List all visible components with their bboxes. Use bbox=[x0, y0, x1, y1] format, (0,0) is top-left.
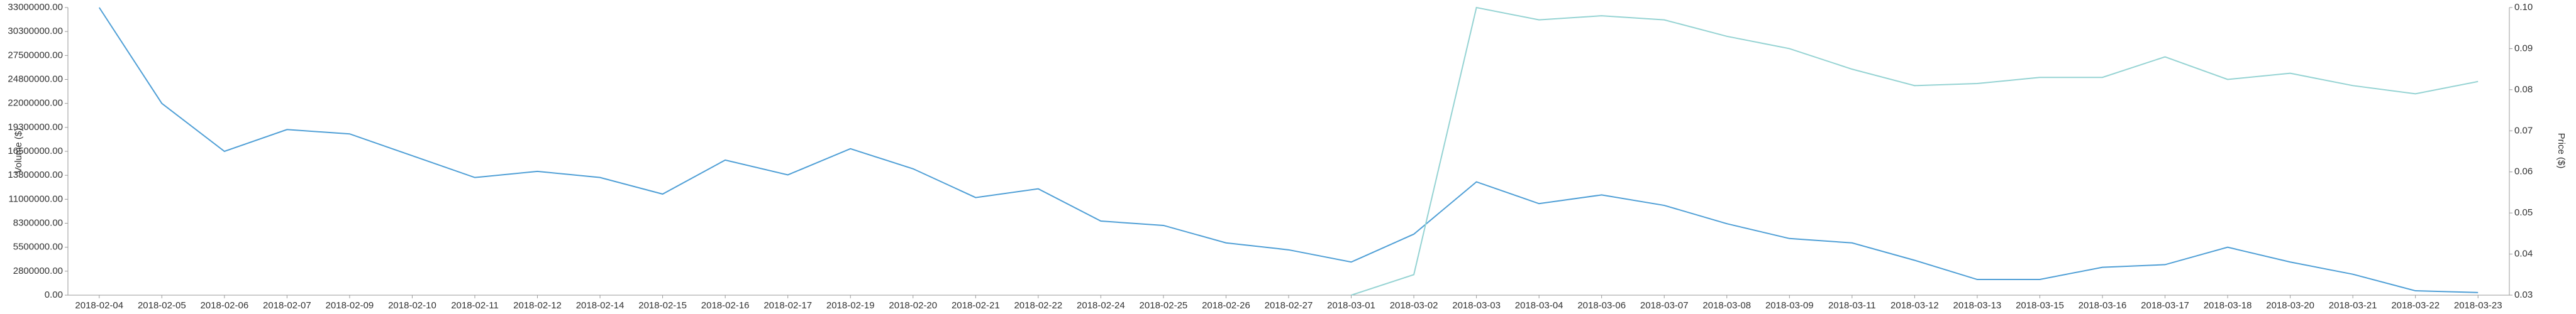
x-tick-label: 2018-02-12 bbox=[513, 300, 562, 311]
x-tick-label: 2018-03-20 bbox=[2266, 300, 2314, 311]
y2-tick-label: 0.09 bbox=[2514, 43, 2533, 53]
y-tick-label: 33000000.00 bbox=[8, 2, 63, 13]
x-tick-label: 2018-02-17 bbox=[763, 300, 812, 311]
y-tick-label: 13800000.00 bbox=[8, 170, 63, 180]
x-tick-label: 2018-03-09 bbox=[1765, 300, 1814, 311]
x-tick-label: 2018-02-25 bbox=[1140, 300, 1188, 311]
series-line bbox=[1351, 6, 2479, 296]
x-tick-label: 2018-03-02 bbox=[1390, 300, 1438, 311]
x-tick-label: 2018-02-06 bbox=[200, 300, 248, 311]
x-tick-label: 2018-03-07 bbox=[1640, 300, 1689, 311]
x-tick-label: 2018-03-08 bbox=[1702, 300, 1751, 311]
y-tick-label: 0.00 bbox=[45, 290, 63, 300]
x-tick-label: 2018-02-22 bbox=[1014, 300, 1062, 311]
x-tick-label: 2018-03-11 bbox=[1828, 300, 1876, 311]
x-tick-label: 2018-02-10 bbox=[388, 300, 436, 311]
y2-tick-label: 0.08 bbox=[2514, 84, 2533, 95]
x-tick-label: 2018-03-01 bbox=[1327, 300, 1375, 311]
y-tick-label: 24800000.00 bbox=[8, 73, 63, 84]
y-tick-label: 5500000.00 bbox=[13, 242, 63, 252]
x-tick-label: 2018-02-05 bbox=[138, 300, 186, 311]
y-tick-label: 30300000.00 bbox=[8, 26, 63, 36]
x-tick-label: 2018-02-20 bbox=[889, 300, 937, 311]
x-tick-label: 2018-03-17 bbox=[2141, 300, 2189, 311]
y-tick-label: 2800000.00 bbox=[13, 266, 63, 276]
x-tick-label: 2018-02-14 bbox=[576, 300, 625, 311]
y-tick-label: 22000000.00 bbox=[8, 98, 63, 109]
y-tick-label: 8300000.00 bbox=[13, 217, 63, 228]
x-tick-label: 2018-03-12 bbox=[1890, 300, 1939, 311]
y2-axis-title: Price ($) bbox=[2556, 133, 2567, 169]
x-tick-label: 2018-03-23 bbox=[2454, 300, 2502, 311]
x-tick-label: 2018-03-15 bbox=[2016, 300, 2064, 311]
x-tick-label: 2018-02-09 bbox=[326, 300, 374, 311]
y-axis-title: Volume ($) bbox=[13, 128, 24, 174]
x-tick-label: 2018-02-16 bbox=[701, 300, 750, 311]
x-tick-label: 2018-03-16 bbox=[2079, 300, 2127, 311]
y-tick-label: 11000000.00 bbox=[9, 193, 63, 204]
y2-tick-label: 0.06 bbox=[2514, 166, 2533, 177]
x-tick-label: 2018-03-03 bbox=[1452, 300, 1501, 311]
y-tick-label: 16500000.00 bbox=[8, 146, 63, 156]
x-tick-label: 2018-03-21 bbox=[2329, 300, 2377, 311]
x-tick-label: 2018-03-22 bbox=[2391, 300, 2440, 311]
x-tick-label: 2018-03-18 bbox=[2204, 300, 2252, 311]
x-tick-label: 2018-02-07 bbox=[263, 300, 311, 311]
x-tick-label: 2018-03-04 bbox=[1515, 300, 1563, 311]
y2-tick-label: 0.04 bbox=[2514, 249, 2533, 259]
x-tick-label: 2018-02-27 bbox=[1265, 300, 1313, 311]
x-tick-label: 2018-02-26 bbox=[1202, 300, 1250, 311]
x-tick-label: 2018-02-21 bbox=[952, 300, 1000, 311]
x-tick-label: 2018-02-04 bbox=[75, 300, 123, 311]
y2-tick-label: 0.07 bbox=[2514, 125, 2533, 136]
series-line bbox=[98, 7, 2479, 293]
y2-tick-label: 0.03 bbox=[2514, 290, 2533, 300]
x-tick-label: 2018-02-15 bbox=[638, 300, 687, 311]
y-tick-label: 27500000.00 bbox=[8, 50, 63, 60]
x-tick-label: 2018-02-11 bbox=[451, 300, 499, 311]
x-tick-label: 2018-03-06 bbox=[1577, 300, 1626, 311]
y-tick-label: 19300000.00 bbox=[8, 122, 63, 133]
x-tick-label: 2018-03-13 bbox=[1953, 300, 2002, 311]
x-tick-label: 2018-02-19 bbox=[826, 300, 875, 311]
y2-tick-label: 0.05 bbox=[2514, 207, 2533, 218]
x-tick-label: 2018-02-24 bbox=[1077, 300, 1125, 311]
y2-tick-label: 0.10 bbox=[2514, 2, 2533, 13]
